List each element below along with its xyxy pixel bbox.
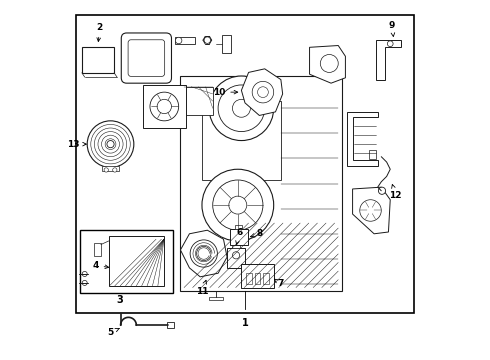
Circle shape (378, 187, 386, 194)
Circle shape (202, 169, 274, 241)
Text: 3: 3 (116, 295, 123, 305)
Circle shape (190, 240, 218, 267)
Bar (95, 243, 101, 256)
Bar (368, 150, 376, 159)
Circle shape (150, 92, 179, 121)
Text: 12: 12 (390, 184, 402, 199)
Circle shape (320, 54, 338, 72)
Circle shape (252, 81, 274, 103)
FancyBboxPatch shape (122, 33, 172, 83)
Text: 11: 11 (196, 280, 208, 296)
Polygon shape (347, 112, 378, 166)
Circle shape (104, 168, 108, 172)
Polygon shape (353, 187, 390, 234)
FancyBboxPatch shape (128, 40, 165, 76)
Circle shape (113, 168, 117, 172)
Bar (202, 101, 281, 180)
Circle shape (98, 132, 123, 157)
Bar (180, 76, 342, 291)
Bar (232, 242, 240, 248)
Circle shape (91, 125, 130, 164)
Bar (167, 322, 173, 328)
Circle shape (107, 140, 114, 148)
Circle shape (388, 41, 393, 46)
Circle shape (105, 139, 116, 149)
Circle shape (232, 99, 250, 117)
Circle shape (175, 37, 182, 44)
Polygon shape (376, 40, 401, 80)
Bar (242, 264, 274, 288)
Circle shape (213, 180, 263, 230)
Circle shape (82, 280, 87, 285)
Bar (76, 15, 414, 313)
Bar (82, 47, 114, 73)
Circle shape (209, 76, 274, 140)
Bar (184, 87, 213, 116)
Bar (109, 235, 164, 286)
Circle shape (218, 85, 265, 132)
Circle shape (87, 121, 134, 167)
Circle shape (258, 87, 269, 98)
Text: 4: 4 (92, 261, 109, 270)
Polygon shape (310, 45, 345, 83)
Polygon shape (209, 297, 223, 300)
Circle shape (95, 128, 126, 160)
Bar (80, 230, 173, 293)
Text: 8: 8 (251, 229, 263, 238)
Text: 13: 13 (67, 140, 86, 149)
Bar (175, 37, 195, 44)
Circle shape (232, 252, 240, 259)
Text: 7: 7 (274, 279, 284, 288)
Polygon shape (180, 230, 227, 277)
Bar (235, 225, 242, 229)
Bar (246, 273, 252, 284)
Circle shape (360, 200, 381, 221)
Circle shape (196, 246, 211, 261)
Bar (101, 166, 120, 171)
Text: 10: 10 (213, 87, 238, 96)
Bar (221, 35, 231, 53)
Text: 9: 9 (389, 21, 395, 36)
Polygon shape (242, 69, 283, 116)
Bar (255, 273, 260, 284)
Text: 6: 6 (236, 228, 243, 244)
Text: 1: 1 (242, 319, 248, 328)
Text: 2: 2 (97, 23, 103, 41)
Circle shape (204, 37, 211, 43)
Bar (227, 248, 245, 268)
Bar (263, 273, 269, 284)
Bar (230, 229, 247, 245)
Text: 5: 5 (107, 328, 119, 337)
Circle shape (157, 99, 171, 114)
Circle shape (229, 196, 247, 214)
Bar (143, 85, 186, 128)
Circle shape (101, 135, 120, 153)
Circle shape (82, 271, 87, 276)
